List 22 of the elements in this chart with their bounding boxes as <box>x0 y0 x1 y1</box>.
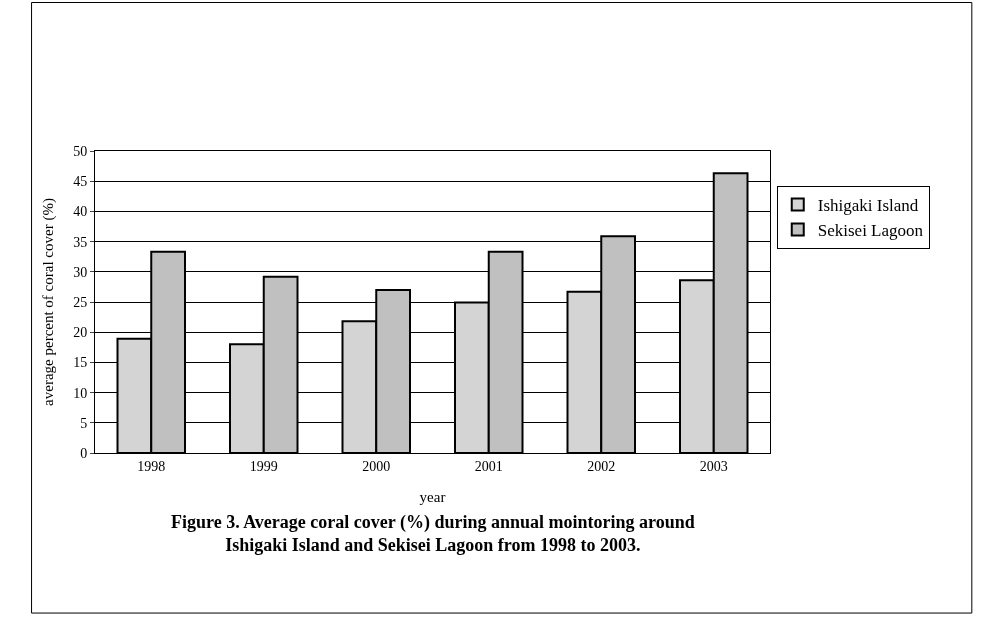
y-tick-label: 40 <box>73 204 88 220</box>
y-tick-label: 0 <box>80 445 88 461</box>
x-tick-label: 2000 <box>362 458 391 474</box>
x-tick-label: 2001 <box>474 458 503 474</box>
text: Figure 3. Average coral cover (%) during annual mointoring around Ishigaki Island and Sekisei Lagoon from 1998 to 2003. <box>171 512 695 556</box>
x-tick-label: 2003 <box>699 458 728 474</box>
y-tick-label: 30 <box>73 264 88 280</box>
x-axis-title: year <box>419 488 446 505</box>
y-axis-title: average percent of coral cover (%) <box>40 198 58 406</box>
y-tick-label: 5 <box>80 415 88 431</box>
y-tick-label: 10 <box>73 385 88 401</box>
y-tick-label: 15 <box>73 355 88 371</box>
x-tick-label: 2002 <box>587 458 616 474</box>
x-tick-label: 1998 <box>137 458 166 474</box>
y-tick-label: 35 <box>73 234 88 250</box>
y-tick-label: 25 <box>73 294 88 310</box>
legend-label: Ishigaki Island <box>817 196 919 216</box>
y-tick-label: 20 <box>73 325 88 341</box>
legend-label: Sekisei Lagoon <box>817 221 924 241</box>
y-tick-label: 50 <box>73 143 88 159</box>
y-tick-label: 45 <box>73 174 88 190</box>
x-tick-label: 1999 <box>249 458 278 474</box>
